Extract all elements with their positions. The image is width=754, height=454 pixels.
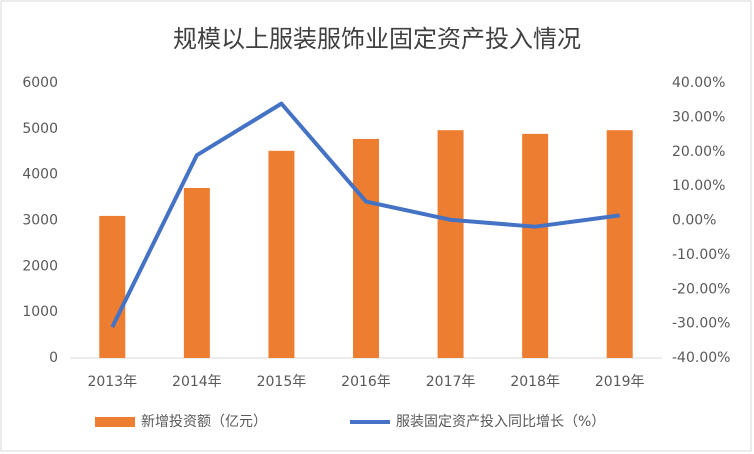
y-tick-label: 5000 xyxy=(22,121,58,137)
x-tick-label: 2018年 xyxy=(510,374,560,390)
y-tick-label: 6000 xyxy=(22,75,58,91)
line xyxy=(110,101,620,328)
y2-tick-label: 20.00% xyxy=(672,144,725,160)
x-tick-label: 2015年 xyxy=(257,374,307,390)
x-tick-label: 2016年 xyxy=(341,374,391,390)
y-tick-label: 3000 xyxy=(22,213,58,229)
y-tick-label: 0 xyxy=(49,350,58,366)
x-tick-label: 2013年 xyxy=(87,374,137,390)
legend-label: 服装固定资产投入同比增长（%） xyxy=(396,414,605,430)
x-tick-label: 2017年 xyxy=(426,374,476,390)
bar xyxy=(183,187,210,358)
bar xyxy=(522,133,549,358)
y-tick-label: 2000 xyxy=(22,258,58,274)
y2-tick-label: -10.00% xyxy=(672,247,730,263)
bar xyxy=(268,150,295,358)
bar xyxy=(437,130,464,358)
y-tick-label: 4000 xyxy=(22,167,58,183)
y2-tick-label: -30.00% xyxy=(672,316,730,332)
bar xyxy=(606,130,633,358)
y-tick-label: 1000 xyxy=(22,304,58,320)
y2-tick-label: 10.00% xyxy=(672,178,725,194)
legend-swatch xyxy=(95,417,135,427)
bar xyxy=(99,215,126,358)
y2-tick-label: 30.00% xyxy=(672,109,725,125)
y2-tick-label: 40.00% xyxy=(672,75,725,91)
chart-title: 规模以上服装服饰业固定资产投入情况 xyxy=(173,25,581,53)
x-tick-label: 2019年 xyxy=(595,374,645,390)
bar xyxy=(353,138,379,358)
y2-tick-label: 0.00% xyxy=(672,213,716,229)
legend-label: 新增投资额（亿元） xyxy=(141,414,267,430)
x-tick-label: 2014年 xyxy=(172,374,222,390)
y2-tick-label: -40.00% xyxy=(672,350,730,366)
y2-tick-label: -20.00% xyxy=(672,281,730,297)
